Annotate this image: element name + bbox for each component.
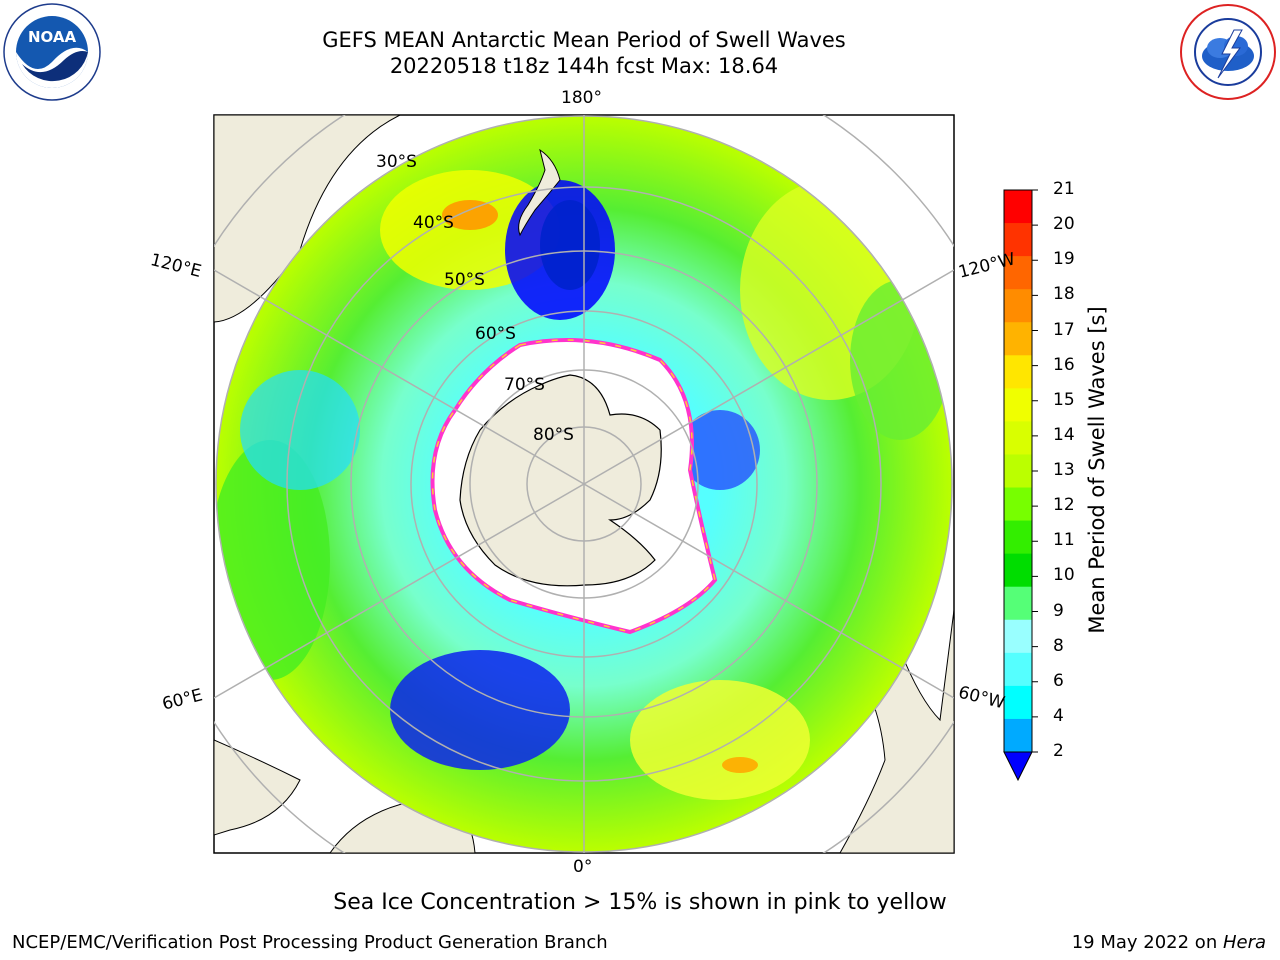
colorbar-band	[1004, 355, 1032, 389]
colorbar-tick-label: 15	[1053, 389, 1075, 410]
lon-label-0: 0°	[573, 857, 593, 877]
colorbar-tick-label: 10	[1053, 565, 1075, 586]
colorbar-tick-label: 11	[1053, 530, 1075, 551]
credit-machine: Hera	[1222, 932, 1266, 953]
colorbar-band	[1004, 586, 1032, 621]
noaa-logo: NOAA	[3, 3, 101, 101]
swell-patch	[680, 410, 760, 490]
colorbar-tick-label: 2	[1053, 741, 1064, 761]
colorbar-tick-label: 9	[1053, 600, 1064, 621]
lat-label-80s: 80°S	[533, 425, 574, 445]
colorbar-tick-label: 21	[1053, 179, 1075, 199]
lat-label-60s: 60°S	[475, 324, 516, 344]
sea-ice-note: Sea Ice Concentration > 15% is shown in …	[333, 890, 947, 915]
forecast-subtitle: 20220518 t18z 144h fcst Max: 18.64	[389, 54, 779, 78]
colorbar-tick-label: 20	[1053, 214, 1075, 235]
swell-patch	[240, 370, 360, 490]
new-zealand-land	[518, 148, 561, 237]
colorbar-tick-label: 17	[1053, 319, 1075, 340]
credit-date: 19 May 2022 on Hera	[1071, 932, 1266, 953]
colorbar-band	[1004, 454, 1032, 489]
colorbar-tick-label: 6	[1053, 670, 1064, 691]
ice-edge-yellow	[431, 339, 716, 633]
swell-patch	[630, 680, 810, 800]
lat-label-30s: 30°S	[376, 152, 417, 172]
colorbar	[1003, 189, 1038, 782]
colorbar-band	[1004, 553, 1032, 588]
colorbar-tick-label: 14	[1053, 424, 1075, 445]
lon-label-180: 180°	[561, 88, 602, 108]
colorbar-band	[1004, 619, 1032, 654]
noaa-wordmark: NOAA	[28, 28, 77, 46]
colorbar-band	[1004, 190, 1032, 224]
colorbar-tick-label: 13	[1053, 460, 1075, 480]
colorbar-band	[1004, 652, 1032, 687]
lat-label-50s: 50°S	[444, 270, 485, 290]
swell-patch	[540, 200, 600, 290]
colorbar-band	[1004, 685, 1032, 720]
colorbar-band	[1004, 487, 1032, 522]
colorbar-band	[1004, 322, 1032, 356]
colorbar-band	[1004, 289, 1032, 323]
credit-branch: NCEP/EMC/Verification Post Processing Pr…	[12, 932, 608, 953]
colorbar-band	[1004, 223, 1032, 257]
colorbar-band	[1004, 388, 1032, 422]
graticule	[214, 115, 954, 853]
colorbar-tick-label: 16	[1053, 354, 1075, 375]
lat-label-40s: 40°S	[413, 213, 454, 233]
map-title: GEFS MEAN Antarctic Mean Period of Swell…	[322, 28, 846, 52]
colorbar-band	[1004, 520, 1032, 555]
colorbar-extend	[1003, 751, 1033, 782]
swell-patch	[722, 757, 758, 773]
colorbar-tick-label: 19	[1053, 249, 1075, 270]
colorbar-band	[1004, 256, 1032, 290]
colorbar-tick-label: 12	[1053, 495, 1075, 516]
colorbar-tick-label: 18	[1053, 284, 1075, 305]
australia-land	[214, 115, 401, 323]
colorbar-tick-label: 4	[1053, 705, 1064, 726]
antarctica-land	[459, 374, 662, 587]
colorbar-band	[1004, 718, 1032, 753]
swell-patch	[442, 200, 498, 230]
madagascar-land	[214, 739, 301, 836]
nws-logo	[1180, 4, 1276, 100]
colorbar-band	[1004, 421, 1032, 455]
lat-label-70s: 70°S	[504, 375, 545, 395]
colorbar-tick-label: 8	[1053, 635, 1064, 656]
swell-patch	[390, 650, 570, 770]
